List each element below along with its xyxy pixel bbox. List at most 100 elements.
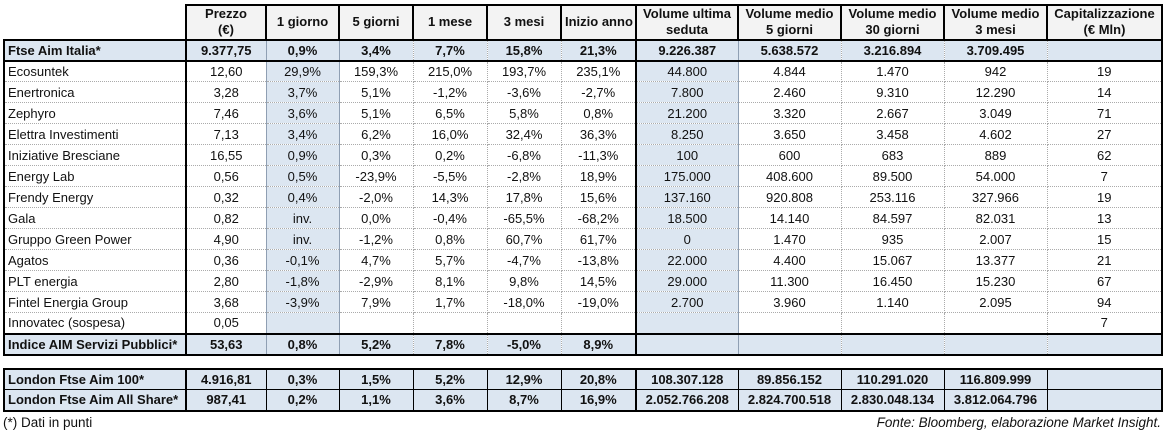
cell-capitalizzazione: 15: [1046, 228, 1163, 250]
cell-vol_medio_5g: 3.650: [737, 123, 842, 145]
cell-capitalizzazione: [1046, 38, 1163, 62]
cell-vol_medio_5g: 2.824.700.518: [737, 389, 842, 412]
cell-vol_medio_30g: 1.470: [840, 60, 945, 82]
cell-m3: 12,9%: [486, 367, 562, 390]
cell-vol_ultima_seduta: 0: [635, 228, 739, 250]
table-row: Ecosuntek 12,60 29,9% 159,3% 215,0% 193,7% 235…: [3, 60, 1163, 82]
col-header-m3: 3 mesi: [486, 4, 562, 41]
cell-vol_medio_30g: 110.291.020: [840, 367, 945, 390]
table-row: Ftse Aim Italia* 9.377,75 0,9% 3,4% 7,7% 15,8…: [3, 38, 1163, 62]
cell-g1: inv.: [265, 207, 340, 229]
cell-capitalizzazione: [1046, 367, 1163, 390]
cell-vol_medio_3m: 3.812.064.796: [943, 389, 1048, 412]
cell-inizio_anno: -19,0%: [560, 291, 637, 313]
cell-vol_medio_30g: 253.116: [840, 186, 945, 208]
cell-vol_medio_3m: 12.290: [943, 81, 1048, 103]
london-aim-table: London Ftse Aim 100* 4.916,81 0,3% 1,5% 5,2%…: [3, 367, 1163, 412]
cell-prezzo: 7,46: [185, 102, 267, 124]
cell-prezzo: 0,82: [185, 207, 267, 229]
table-row: Elettra Investimenti 7,13 3,4% 6,2% 16,0% 32,…: [3, 123, 1163, 145]
cell-prezzo: 0,56: [185, 165, 267, 187]
cell-vol_medio_3m: 3.049: [943, 102, 1048, 124]
cell-g1: 0,3%: [265, 367, 340, 390]
cell-g5: -2,9%: [338, 270, 414, 292]
row-label: Gala: [3, 207, 187, 229]
cell-vol_medio_3m: 54.000: [943, 165, 1048, 187]
col-header-inizio_anno: Inizio anno: [560, 4, 637, 41]
cell-g5: -1,2%: [338, 228, 414, 250]
cell-m1: 0,2%: [412, 144, 488, 166]
cell-inizio_anno: 8,9%: [560, 332, 637, 356]
cell-inizio_anno: 235,1%: [560, 60, 637, 82]
cell-inizio_anno: 16,9%: [560, 389, 637, 412]
cell-capitalizzazione: 7: [1046, 312, 1163, 334]
header-row: Prezzo (€) 1 giorno 5 giorni 1 mese 3 mesi Ini…: [4, 4, 1163, 41]
cell-m1: 8,1%: [412, 270, 488, 292]
aim-italia-rows: Ftse Aim Italia* 9.377,75 0,9% 3,4% 7,7% 15,8…: [3, 38, 1163, 356]
cell-vol_ultima_seduta: 8.250: [635, 123, 739, 145]
cell-vol_medio_30g: 2.830.048.134: [840, 389, 945, 412]
cell-vol_medio_5g: 2.460: [737, 81, 842, 103]
cell-vol_medio_30g: 683: [840, 144, 945, 166]
cell-g1: [265, 312, 340, 334]
cell-g5: 0,3%: [338, 144, 414, 166]
cell-vol_ultima_seduta: 29.000: [635, 270, 739, 292]
cell-inizio_anno: 20,8%: [560, 367, 637, 390]
source-note: Fonte: Bloomberg, elaborazione Market In…: [876, 414, 1161, 430]
cell-vol_medio_3m: 15.230: [943, 270, 1048, 292]
cell-g5: 4,7%: [338, 249, 414, 271]
cell-m3: -5,0%: [486, 332, 562, 356]
cell-capitalizzazione: 67: [1046, 270, 1163, 292]
row-label: Agatos: [3, 249, 187, 271]
cell-inizio_anno: 36,3%: [560, 123, 637, 145]
table-row: Fintel Energia Group 3,68 -3,9% 7,9% 1,7% -18…: [3, 291, 1163, 313]
cell-capitalizzazione: 94: [1046, 291, 1163, 313]
cell-inizio_anno: [560, 312, 637, 334]
row-label: Indice AIM Servizi Pubblici*: [3, 332, 187, 356]
cell-prezzo: 987,41: [185, 389, 267, 412]
cell-vol_medio_30g: [840, 312, 945, 334]
cell-g5: 1,1%: [338, 389, 414, 412]
cell-g5: 0,0%: [338, 207, 414, 229]
cell-m1: 0,8%: [412, 228, 488, 250]
london-aim-rows: London Ftse Aim 100* 4.916,81 0,3% 1,5% 5,2%…: [3, 367, 1163, 412]
cell-m3: -65,5%: [486, 207, 562, 229]
row-label: Fintel Energia Group: [3, 291, 187, 313]
cell-inizio_anno: -2,7%: [560, 81, 637, 103]
cell-vol_medio_5g: 600: [737, 144, 842, 166]
cell-inizio_anno: -68,2%: [560, 207, 637, 229]
cell-prezzo: 4,90: [185, 228, 267, 250]
cell-g1: 0,4%: [265, 186, 340, 208]
cell-vol_medio_5g: 408.600: [737, 165, 842, 187]
cell-capitalizzazione: 21: [1046, 249, 1163, 271]
cell-g5: 5,2%: [338, 332, 414, 356]
col-header-g5: 5 giorni: [338, 4, 414, 41]
col-header-g1: 1 giorno: [265, 4, 340, 41]
row-label: Frendy Energy: [3, 186, 187, 208]
row-label: Innovatec (sospesa): [3, 312, 187, 334]
row-label: Gruppo Green Power: [3, 228, 187, 250]
cell-vol_medio_30g: 84.597: [840, 207, 945, 229]
cell-vol_medio_5g: 11.300: [737, 270, 842, 292]
cell-prezzo: 0,32: [185, 186, 267, 208]
cell-prezzo: 7,13: [185, 123, 267, 145]
cell-m1: -1,2%: [412, 81, 488, 103]
cell-g5: 7,9%: [338, 291, 414, 313]
cell-vol_medio_3m: 327.966: [943, 186, 1048, 208]
row-label: Ftse Aim Italia*: [3, 38, 187, 62]
cell-g5: [338, 312, 414, 334]
col-header-vol_medio_3m: Volume medio 3 mesi: [943, 4, 1048, 41]
cell-g1: 0,9%: [265, 144, 340, 166]
cell-m3: -18,0%: [486, 291, 562, 313]
cell-prezzo: 2,80: [185, 270, 267, 292]
cell-vol_medio_30g: 935: [840, 228, 945, 250]
cell-vol_medio_5g: 4.400: [737, 249, 842, 271]
cell-m1: 5,7%: [412, 249, 488, 271]
cell-vol_medio_5g: [737, 312, 842, 334]
cell-g5: 6,2%: [338, 123, 414, 145]
cell-inizio_anno: 15,6%: [560, 186, 637, 208]
cell-vol_medio_5g: 89.856.152: [737, 367, 842, 390]
footer: (*) Dati in punti Fonte: Bloomberg, elab…: [3, 412, 1161, 430]
cell-capitalizzazione: 14: [1046, 81, 1163, 103]
